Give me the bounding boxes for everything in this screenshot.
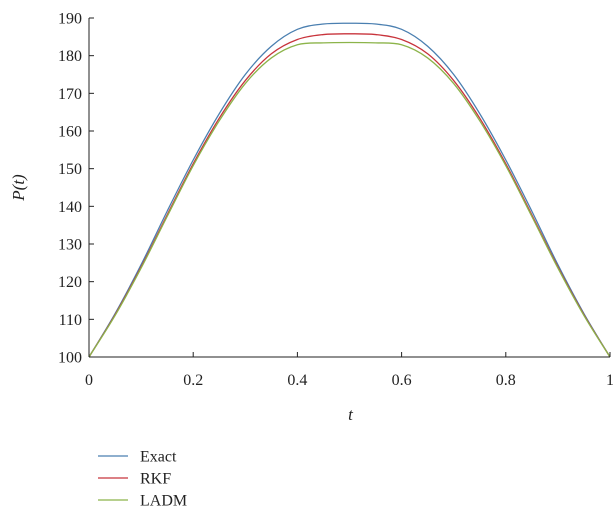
y-tick-label: 130 bbox=[58, 237, 82, 254]
y-tick-label: 190 bbox=[58, 11, 82, 28]
y-tick-label: 160 bbox=[58, 124, 82, 141]
axes bbox=[88, 18, 610, 358]
legend-label-ladm: LADM bbox=[140, 493, 187, 510]
legend-label-rkf: RKF bbox=[140, 471, 171, 488]
y-axis-label: P(t) bbox=[9, 174, 28, 202]
plot-lines bbox=[88, 22, 611, 358]
y-tick-label: 170 bbox=[58, 86, 82, 103]
y-tick-label: 120 bbox=[58, 274, 82, 291]
y-tick-label: 140 bbox=[58, 199, 82, 216]
x-tick-label: 0 bbox=[85, 372, 93, 389]
y-tick-label: 150 bbox=[58, 161, 82, 178]
x-axis-label: t bbox=[348, 405, 354, 424]
y-tick-label: 180 bbox=[58, 48, 82, 65]
y-tick-label: 110 bbox=[59, 312, 82, 329]
x-tick-label: 0.8 bbox=[496, 372, 516, 389]
y-tick-label: 100 bbox=[58, 350, 82, 367]
x-tick-label: 1 bbox=[606, 372, 613, 389]
x-tick-label: 0.6 bbox=[392, 372, 412, 389]
x-tick-label: 0.4 bbox=[287, 372, 307, 389]
series-line-rkf bbox=[88, 33, 611, 358]
series-line-exact bbox=[88, 22, 611, 358]
x-tick-label: 0.2 bbox=[183, 372, 203, 389]
series-line-ladm bbox=[88, 41, 611, 358]
legend: Exact RKF LADM bbox=[98, 449, 187, 510]
legend-label-exact: Exact bbox=[140, 449, 177, 466]
ticks: 100 110 120 130 140 150 160 170 180 190 0 0.2 0.4 0.6… bbox=[58, 11, 613, 390]
